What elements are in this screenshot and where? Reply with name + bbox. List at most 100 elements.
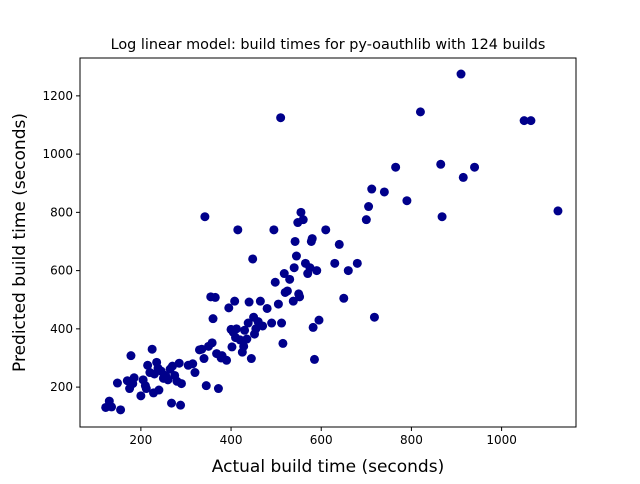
data-point-66 <box>244 297 254 307</box>
data-point-111 <box>361 215 371 225</box>
data-point-58 <box>231 324 241 334</box>
y-tick-label-800: 800 <box>50 205 73 219</box>
data-point-64 <box>242 334 252 344</box>
y-tick-label-600: 600 <box>50 264 73 278</box>
data-point-52 <box>224 303 234 313</box>
plot-area-frame <box>79 57 577 428</box>
data-point-10 <box>136 391 146 401</box>
data-point-3 <box>112 378 122 388</box>
data-point-14 <box>143 360 153 370</box>
data-point-44 <box>207 338 217 348</box>
data-point-104 <box>314 315 324 325</box>
data-point-46 <box>210 292 220 302</box>
data-point-126 <box>553 206 563 216</box>
data-point-25 <box>163 375 173 385</box>
data-point-54 <box>227 342 237 352</box>
data-point-2 <box>107 402 117 412</box>
data-point-106 <box>330 258 340 268</box>
data-point-105 <box>321 225 331 235</box>
data-point-65 <box>243 318 253 328</box>
data-point-120 <box>437 212 447 222</box>
data-point-82 <box>278 338 288 348</box>
data-point-109 <box>343 266 353 276</box>
data-point-110 <box>352 258 362 268</box>
data-point-68 <box>248 254 258 264</box>
data-point-88 <box>289 263 299 273</box>
data-point-107 <box>334 239 344 249</box>
data-point-67 <box>246 354 256 364</box>
data-point-117 <box>402 196 412 206</box>
data-point-28 <box>167 361 177 371</box>
data-point-74 <box>258 321 268 331</box>
data-point-108 <box>339 293 349 303</box>
data-point-112 <box>364 202 374 212</box>
data-point-113 <box>367 184 377 194</box>
data-point-40 <box>200 212 210 222</box>
data-point-35 <box>188 359 198 369</box>
data-point-38 <box>197 344 207 354</box>
x-tick-label-400: 400 <box>220 433 243 447</box>
data-point-118 <box>415 107 425 117</box>
data-point-86 <box>285 274 295 284</box>
data-point-98 <box>305 263 315 273</box>
data-point-122 <box>458 172 468 182</box>
data-point-102 <box>309 354 319 364</box>
data-point-78 <box>270 277 280 287</box>
data-point-4 <box>116 405 126 415</box>
data-point-13 <box>141 384 151 394</box>
data-point-21 <box>154 385 164 395</box>
data-point-75 <box>262 303 272 313</box>
y-tick-label-1200: 1200 <box>42 89 73 103</box>
data-point-27 <box>167 398 177 408</box>
x-tick-label-200: 200 <box>129 433 152 447</box>
data-point-32 <box>176 400 186 410</box>
data-point-71 <box>251 324 261 334</box>
data-point-33 <box>176 379 186 389</box>
data-point-81 <box>277 318 287 328</box>
data-point-89 <box>290 236 300 246</box>
data-point-95 <box>298 215 308 225</box>
data-point-83 <box>279 269 289 279</box>
data-point-101 <box>308 322 318 332</box>
data-point-125 <box>526 116 536 126</box>
data-point-94 <box>296 207 306 217</box>
data-point-116 <box>391 162 401 172</box>
data-point-41 <box>201 381 211 391</box>
data-point-59 <box>233 225 243 235</box>
data-point-7 <box>126 351 136 361</box>
y-axis-ticks: 200 400 600 800 1000 1200 <box>42 89 80 394</box>
data-point-9 <box>129 373 139 383</box>
data-point-87 <box>288 296 298 306</box>
data-point-90 <box>291 251 301 261</box>
data-points <box>101 69 563 415</box>
x-axis-label: Actual build time (seconds) <box>212 457 444 477</box>
data-point-115 <box>379 187 389 197</box>
data-point-124 <box>519 116 529 126</box>
x-tick-label-800: 800 <box>400 433 423 447</box>
data-point-16 <box>147 344 157 354</box>
data-point-56 <box>230 296 240 306</box>
x-tick-label-600: 600 <box>310 433 333 447</box>
data-point-51 <box>222 355 232 365</box>
data-point-85 <box>282 286 292 296</box>
data-point-62 <box>239 341 249 351</box>
x-axis-ticks: 200 400 600 800 1000 <box>129 427 517 447</box>
data-point-63 <box>240 325 250 335</box>
data-point-80 <box>276 113 286 123</box>
data-point-39 <box>199 354 209 364</box>
chart-title: Log linear model: build times for py-oau… <box>111 37 546 53</box>
data-point-79 <box>273 299 283 309</box>
y-tick-label-200: 200 <box>50 380 73 394</box>
data-point-48 <box>213 384 223 394</box>
data-point-114 <box>369 312 379 322</box>
data-point-121 <box>456 69 466 79</box>
data-point-93 <box>295 292 305 302</box>
data-point-123 <box>470 162 480 172</box>
data-point-31 <box>174 358 184 368</box>
data-point-77 <box>269 225 279 235</box>
data-point-103 <box>312 266 322 276</box>
data-point-36 <box>190 368 200 378</box>
